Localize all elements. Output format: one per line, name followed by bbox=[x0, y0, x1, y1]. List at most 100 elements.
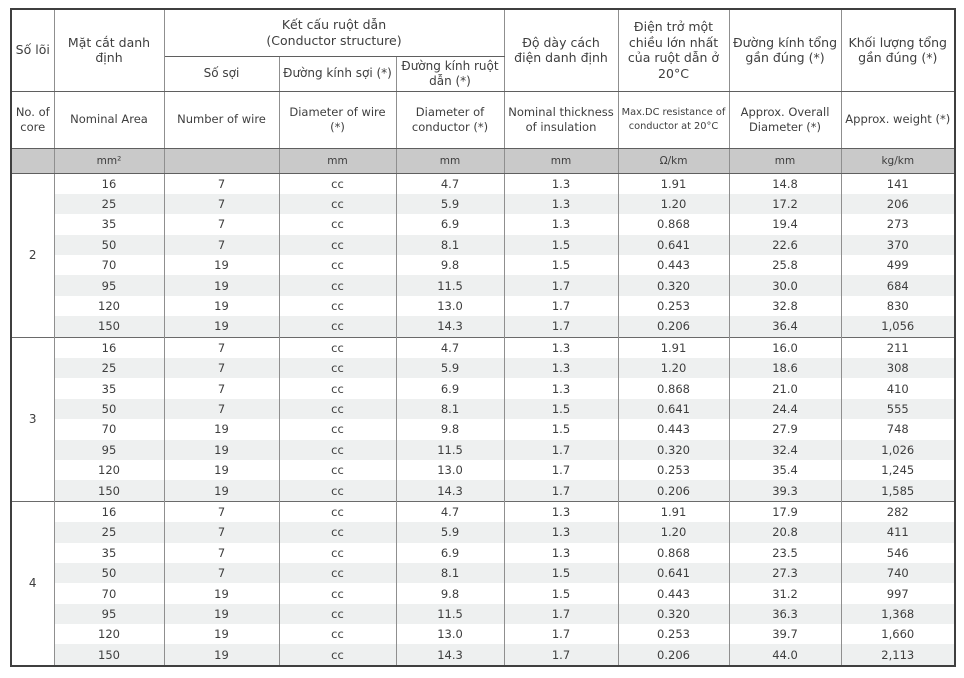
data-cell: 50 bbox=[53, 234, 165, 256]
data-cell: 1.7 bbox=[503, 316, 619, 338]
data-cell: 25 bbox=[53, 358, 165, 379]
data-cell: 1.5 bbox=[503, 398, 619, 420]
data-cell: 36.4 bbox=[728, 316, 842, 338]
data-cell: 44.0 bbox=[728, 644, 842, 666]
table-row: 25 7 cc 5.9 1.3 1.20 17.2 206 bbox=[11, 193, 956, 215]
table-row: 95 19 cc 11.5 1.7 0.320 30.0 684 bbox=[11, 275, 956, 296]
header-weight-vi: Khối lượng tổng gần đúng (*) bbox=[840, 9, 956, 92]
data-cell: 35 bbox=[53, 214, 165, 235]
data-cell: 120 bbox=[53, 624, 165, 645]
unit-overall-diameter: mm bbox=[728, 148, 842, 174]
data-cell: 25 bbox=[53, 193, 165, 215]
data-cell: 0.443 bbox=[617, 255, 730, 276]
data-cell: 27.9 bbox=[728, 419, 842, 440]
data-cell: 555 bbox=[840, 398, 956, 420]
data-cell: 36.3 bbox=[728, 603, 842, 625]
table-row: 50 7 cc 8.1 1.5 0.641 24.4 555 bbox=[11, 398, 956, 420]
header-dc-resistance-en: Max.DC resistance of conductor at 20°C bbox=[617, 91, 730, 149]
data-cell: cc bbox=[278, 644, 397, 666]
data-cell: 748 bbox=[840, 419, 956, 440]
data-cell: 35 bbox=[53, 542, 165, 563]
data-cell: 1.7 bbox=[503, 275, 619, 296]
header-overall-diameter-en: Approx. Overall Diameter (*) bbox=[728, 91, 842, 149]
data-cell: 1.5 bbox=[503, 419, 619, 440]
data-cell: cc bbox=[278, 500, 397, 523]
data-cell: 273 bbox=[840, 214, 956, 235]
core-count-cell: 4 bbox=[10, 500, 55, 666]
data-cell: 50 bbox=[53, 398, 165, 420]
header-diameter-of-wire-en: Diameter of wire (*) bbox=[278, 91, 397, 149]
data-cell: 35.4 bbox=[728, 459, 842, 481]
data-cell: 19 bbox=[163, 275, 280, 296]
header-core-vi: Số lõi bbox=[10, 9, 55, 92]
data-cell: 16.0 bbox=[728, 336, 842, 359]
data-cell: 11.5 bbox=[395, 275, 505, 296]
data-cell: 120 bbox=[53, 459, 165, 481]
data-cell: 19 bbox=[163, 255, 280, 276]
data-cell: 120 bbox=[53, 295, 165, 317]
data-cell: 7 bbox=[163, 193, 280, 215]
data-cell: 14.8 bbox=[728, 172, 842, 194]
data-cell: 70 bbox=[53, 419, 165, 440]
data-cell: 5.9 bbox=[395, 358, 505, 379]
table-row: 120 19 cc 13.0 1.7 0.253 35.4 1,245 bbox=[11, 459, 956, 481]
data-cell: 30.0 bbox=[728, 275, 842, 296]
data-cell: 7 bbox=[163, 358, 280, 379]
data-cell: 411 bbox=[840, 522, 956, 543]
header-dc-resistance-vi: Điện trở một chiều lớn nhất của ruột dẫn… bbox=[617, 9, 730, 92]
data-cell: 0.206 bbox=[617, 644, 730, 666]
data-cell: 19 bbox=[163, 295, 280, 317]
data-cell: 22.6 bbox=[728, 234, 842, 256]
data-cell: 7 bbox=[163, 542, 280, 563]
unit-diameter-of-wire: mm bbox=[278, 148, 397, 174]
data-cell: 17.9 bbox=[728, 500, 842, 523]
data-cell: cc bbox=[278, 603, 397, 625]
data-cell: 141 bbox=[840, 172, 956, 194]
unit-diameter-of-conductor: mm bbox=[395, 148, 505, 174]
data-cell: 35 bbox=[53, 378, 165, 399]
data-cell: 7 bbox=[163, 522, 280, 543]
data-cell: 1.7 bbox=[503, 480, 619, 502]
data-cell: 7 bbox=[163, 214, 280, 235]
data-cell: 5.9 bbox=[395, 522, 505, 543]
data-cell: 1,368 bbox=[840, 603, 956, 625]
data-cell: 19 bbox=[163, 316, 280, 338]
data-cell: 13.0 bbox=[395, 624, 505, 645]
data-cell: 997 bbox=[840, 583, 956, 604]
data-cell: 1.91 bbox=[617, 336, 730, 359]
data-cell: 499 bbox=[840, 255, 956, 276]
data-cell: 6.9 bbox=[395, 542, 505, 563]
data-cell: 1.7 bbox=[503, 439, 619, 460]
table-row: 50 7 cc 8.1 1.5 0.641 27.3 740 bbox=[11, 562, 956, 584]
data-cell: cc bbox=[278, 542, 397, 563]
table-row: 35 7 cc 6.9 1.3 0.868 21.0 410 bbox=[11, 378, 956, 399]
data-cell: 7 bbox=[163, 172, 280, 194]
unit-number-of-wire bbox=[163, 148, 280, 174]
data-cell: 0.641 bbox=[617, 562, 730, 584]
data-cell: 1.3 bbox=[503, 358, 619, 379]
data-cell: 9.8 bbox=[395, 583, 505, 604]
data-cell: 8.1 bbox=[395, 398, 505, 420]
data-cell: 0.320 bbox=[617, 275, 730, 296]
header-core-en: No. of core bbox=[10, 91, 55, 149]
data-cell: 1.7 bbox=[503, 624, 619, 645]
table-row: 2 16 7 cc 4.7 1.3 1.91 14.8 141 bbox=[10, 172, 956, 338]
data-cell: 7 bbox=[163, 234, 280, 256]
data-cell: cc bbox=[278, 398, 397, 420]
table-row: 70 19 cc 9.8 1.5 0.443 31.2 997 bbox=[11, 583, 956, 604]
data-cell: 19 bbox=[163, 603, 280, 625]
data-cell: 4.7 bbox=[395, 500, 505, 523]
header-overall-diameter-vi: Đường kính tổng gần đúng (*) bbox=[728, 9, 842, 92]
data-cell: 4.7 bbox=[395, 172, 505, 194]
table-row: 35 7 cc 6.9 1.3 0.868 23.5 546 bbox=[11, 542, 956, 563]
table-row: 25 7 cc 5.9 1.3 1.20 20.8 411 bbox=[11, 522, 956, 543]
data-cell: 25 bbox=[53, 522, 165, 543]
data-cell: 0.868 bbox=[617, 542, 730, 563]
data-cell: cc bbox=[278, 316, 397, 338]
table-row: 95 19 cc 11.5 1.7 0.320 32.4 1,026 bbox=[11, 439, 956, 460]
table-row: 120 19 cc 13.0 1.7 0.253 32.8 830 bbox=[11, 295, 956, 317]
data-cell: 31.2 bbox=[728, 583, 842, 604]
data-cell: cc bbox=[278, 439, 397, 460]
data-cell: 1.7 bbox=[503, 459, 619, 481]
data-cell: 9.8 bbox=[395, 255, 505, 276]
